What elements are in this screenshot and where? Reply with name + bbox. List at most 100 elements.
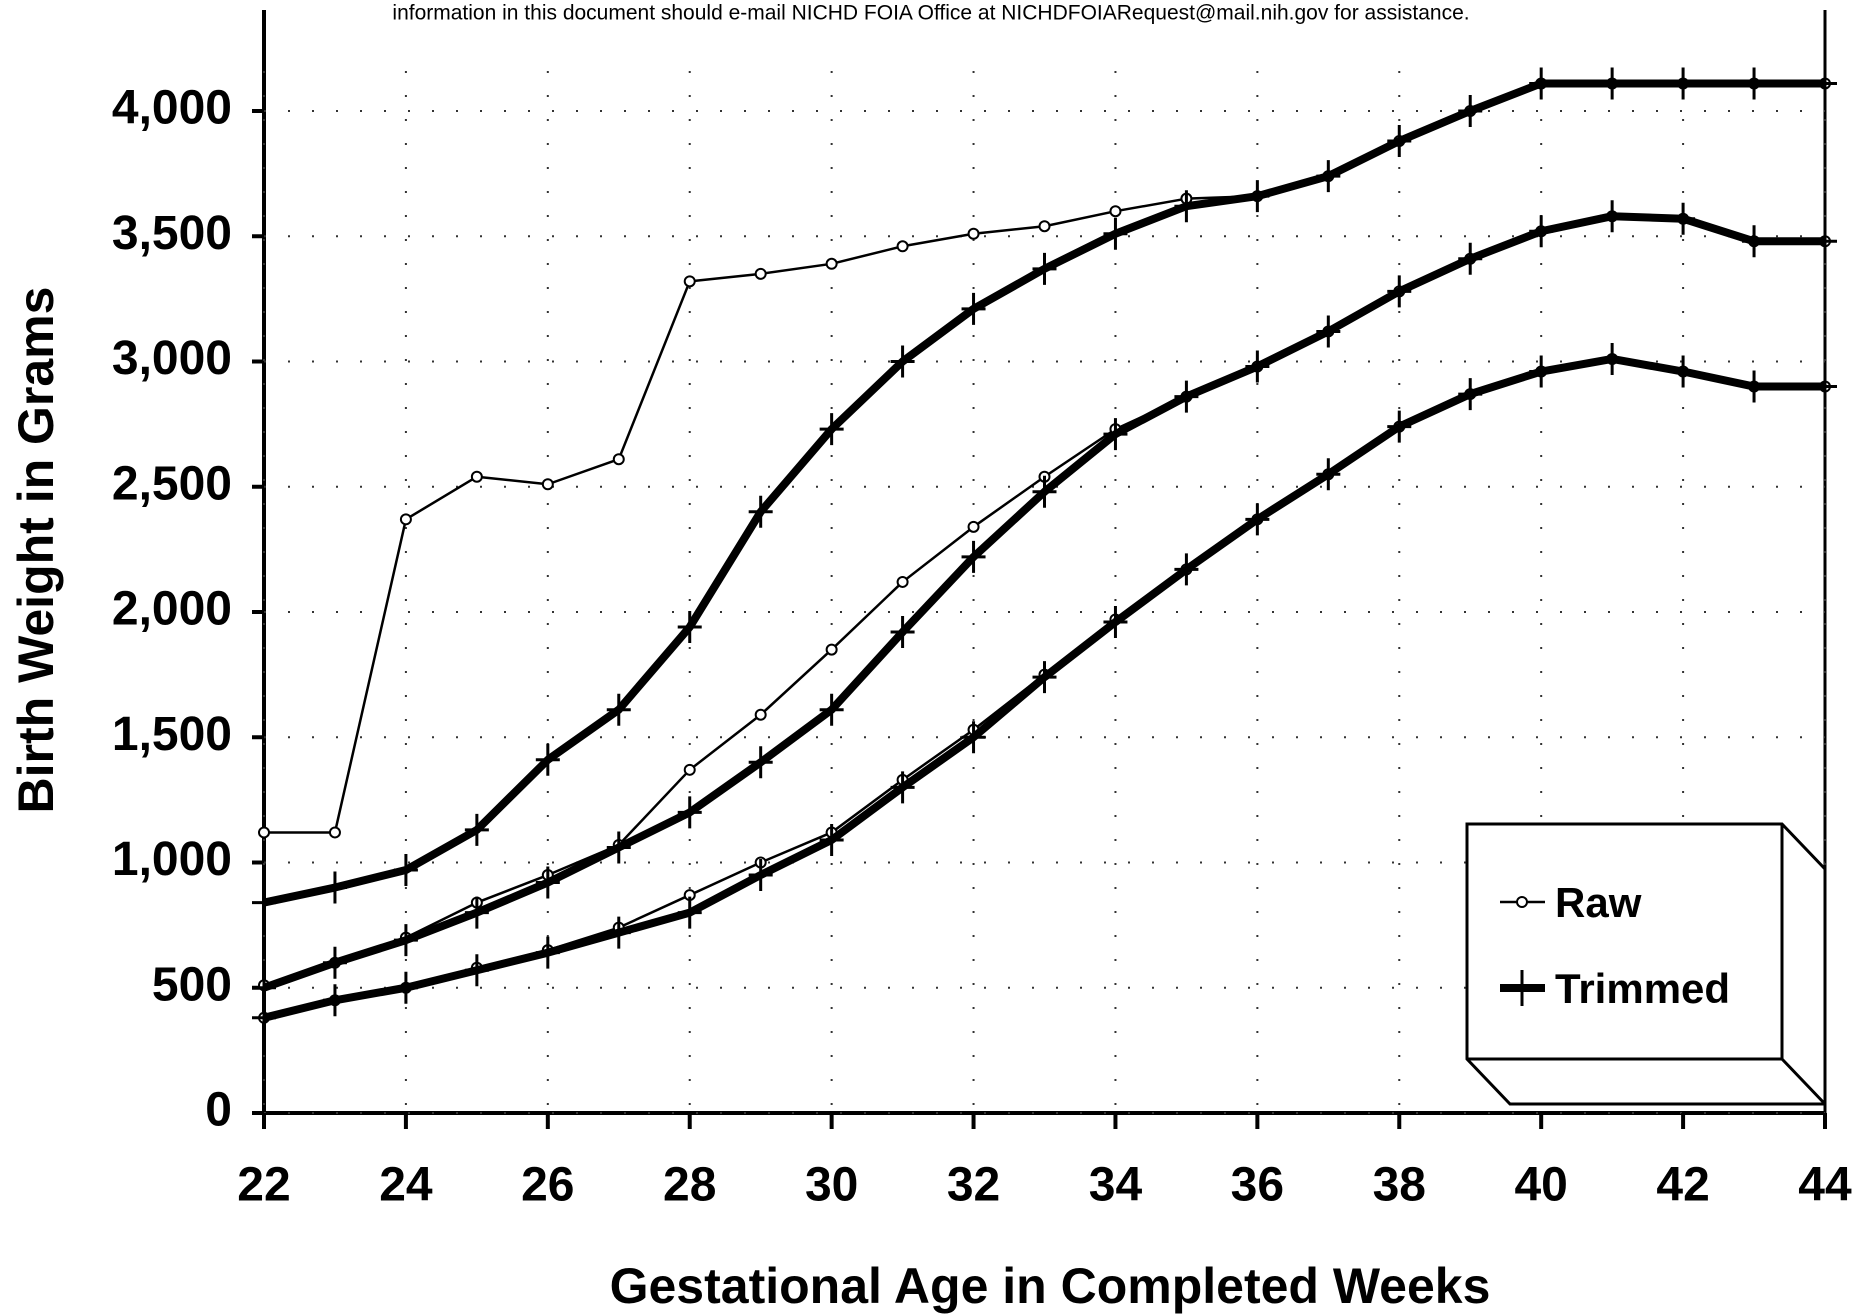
point <box>1387 410 1412 443</box>
point <box>1458 378 1483 411</box>
point <box>464 896 489 929</box>
point <box>393 854 418 887</box>
point <box>819 413 844 446</box>
point <box>541 478 554 491</box>
x-tick-label: 24 <box>379 1159 433 1212</box>
point <box>1174 380 1199 413</box>
point <box>748 746 773 779</box>
x-tick-label: 36 <box>1231 1159 1284 1212</box>
point <box>1174 553 1199 586</box>
y-tick-label: 500 <box>152 958 232 1011</box>
point <box>683 763 696 776</box>
point <box>393 924 418 957</box>
point <box>252 886 276 919</box>
point <box>1458 242 1483 275</box>
point <box>1316 315 1341 348</box>
point <box>1742 67 1767 100</box>
point <box>1245 350 1270 383</box>
point <box>258 826 270 839</box>
legend-label: Trimmed <box>1555 965 1730 1012</box>
point <box>1245 503 1270 536</box>
x-tick-label: 34 <box>1089 1159 1143 1212</box>
point <box>896 240 909 253</box>
point <box>322 984 347 1017</box>
point <box>1458 95 1483 127</box>
point <box>535 866 560 899</box>
point <box>535 936 560 969</box>
point <box>896 575 909 588</box>
point <box>606 831 631 864</box>
x-tick-label: 42 <box>1656 1159 1709 1212</box>
point <box>961 540 986 573</box>
point <box>1316 458 1341 491</box>
x-tick-label: 38 <box>1373 1159 1426 1212</box>
point <box>1103 606 1128 639</box>
y-tick-label: 2,500 <box>112 457 232 510</box>
point <box>1671 67 1696 100</box>
y-tick-label: 4,000 <box>112 82 232 135</box>
point <box>322 871 347 904</box>
series-line <box>264 82 1825 834</box>
legend-marker <box>1516 896 1528 908</box>
point <box>464 954 489 987</box>
y-tick-label: 1,000 <box>112 833 232 886</box>
point <box>393 971 418 1004</box>
point <box>754 708 767 721</box>
x-tick-label: 28 <box>663 1159 716 1212</box>
y-tick-label: 2,000 <box>112 583 232 636</box>
point <box>1174 190 1199 223</box>
point <box>1032 252 1057 285</box>
y-tick-label: 3,500 <box>112 207 232 260</box>
point <box>1103 418 1128 451</box>
point <box>1387 125 1412 158</box>
legend-label: Raw <box>1555 879 1642 926</box>
point <box>464 813 489 846</box>
point <box>1316 160 1341 193</box>
point <box>1813 67 1837 100</box>
point <box>1038 220 1051 233</box>
point <box>1032 661 1057 694</box>
note: information in this document should e-ma… <box>392 2 1469 25</box>
point <box>328 826 341 839</box>
point <box>1529 215 1554 248</box>
point <box>819 693 844 726</box>
point <box>535 743 560 776</box>
x-tick-label: 32 <box>947 1159 1000 1212</box>
point <box>1600 67 1625 100</box>
point <box>825 257 838 270</box>
y-tick-label: 3,000 <box>112 332 232 385</box>
point <box>890 771 915 804</box>
point <box>612 453 625 466</box>
point <box>1600 342 1625 375</box>
point <box>1671 355 1696 388</box>
x-tick-label: 40 <box>1514 1159 1567 1212</box>
point <box>1032 475 1057 508</box>
point <box>961 721 986 754</box>
point <box>1103 217 1128 250</box>
point <box>252 971 276 1004</box>
point <box>1742 370 1767 403</box>
x-tick-label: 30 <box>805 1159 858 1212</box>
point <box>1813 370 1837 403</box>
point <box>606 916 631 949</box>
point <box>322 946 347 979</box>
point <box>748 495 773 528</box>
point <box>825 643 838 656</box>
point <box>961 292 986 325</box>
x-axis-label: Gestational Age in Completed Weeks <box>610 1258 1491 1314</box>
y-tick-label: 1,500 <box>112 708 232 761</box>
point <box>1529 355 1554 388</box>
legend-box <box>1465 822 1827 1106</box>
point <box>1813 225 1837 258</box>
point <box>1387 275 1412 308</box>
x-tick-label: 22 <box>237 1159 290 1212</box>
point <box>967 520 980 533</box>
point <box>252 1001 276 1034</box>
point <box>754 267 767 280</box>
point <box>819 823 844 856</box>
point <box>967 227 980 240</box>
point <box>470 470 483 483</box>
point <box>1529 67 1554 100</box>
point <box>399 513 412 526</box>
